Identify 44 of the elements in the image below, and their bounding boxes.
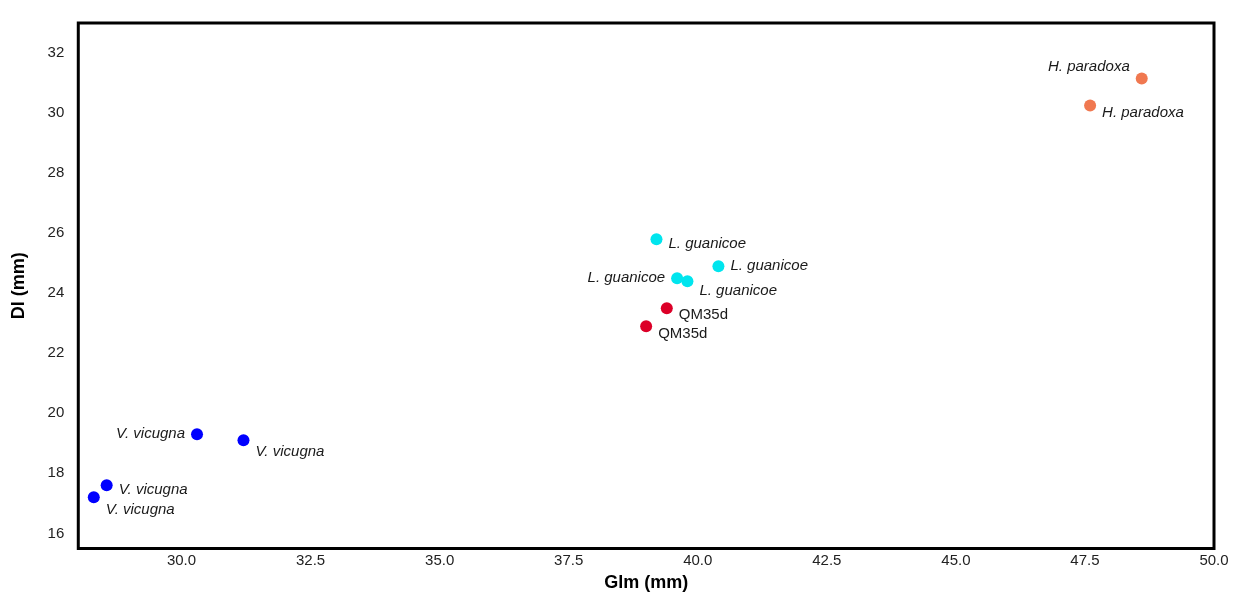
x-tick-label: 47.5 [1070, 550, 1100, 568]
x-axis-title: Glm (mm) [604, 572, 689, 593]
data-label: QM35d [678, 305, 728, 323]
data-label: V. vicugna [118, 479, 188, 497]
y-tick-label: 28 [47, 163, 65, 181]
data-label: L. guanicoe [668, 234, 747, 252]
point [671, 272, 684, 285]
point [650, 233, 663, 246]
data-label: L. guanicoe [699, 281, 778, 299]
y-axis-title: Dl (mm) [7, 252, 28, 320]
point [100, 479, 113, 492]
data-label: V. vicugna [105, 499, 175, 517]
point [237, 434, 250, 447]
data-label: L. guanicoe [730, 256, 808, 274]
y-tick-label: 16 [47, 523, 65, 541]
data-label: QM35d [658, 324, 708, 342]
data-label: H. paradoxa [1048, 56, 1130, 74]
x-tick-label: 45.0 [941, 550, 971, 568]
x-tick-label: 50.0 [1199, 550, 1229, 568]
y-tick-label: 30 [47, 103, 65, 121]
x-tick-label: 30.0 [166, 550, 197, 568]
point [87, 491, 100, 504]
data-label: L. guanicoe [587, 268, 666, 286]
y-tick-label: 24 [47, 283, 65, 301]
point [191, 428, 204, 441]
point [681, 275, 694, 288]
x-tick-label: 37.5 [554, 550, 584, 568]
x-tick-label: 35.0 [425, 550, 455, 568]
x-tick-label: 42.5 [812, 550, 842, 568]
x-tick-label: 32.5 [295, 550, 326, 568]
point [1135, 72, 1148, 85]
y-tick-label: 22 [47, 343, 65, 361]
point [640, 320, 653, 333]
y-tick-label: 18 [47, 463, 65, 481]
point [660, 302, 673, 315]
data-label: V. vicugna [255, 442, 325, 460]
y-tick-label: 20 [47, 403, 65, 421]
data-label: V. vicugna [116, 424, 186, 442]
y-tick-label: 26 [47, 223, 65, 241]
y-tick-label: 32 [47, 43, 65, 61]
point [712, 260, 725, 273]
data-label: H. paradoxa [1102, 102, 1184, 120]
point [1084, 99, 1097, 112]
x-tick-label: 40.0 [683, 550, 713, 568]
